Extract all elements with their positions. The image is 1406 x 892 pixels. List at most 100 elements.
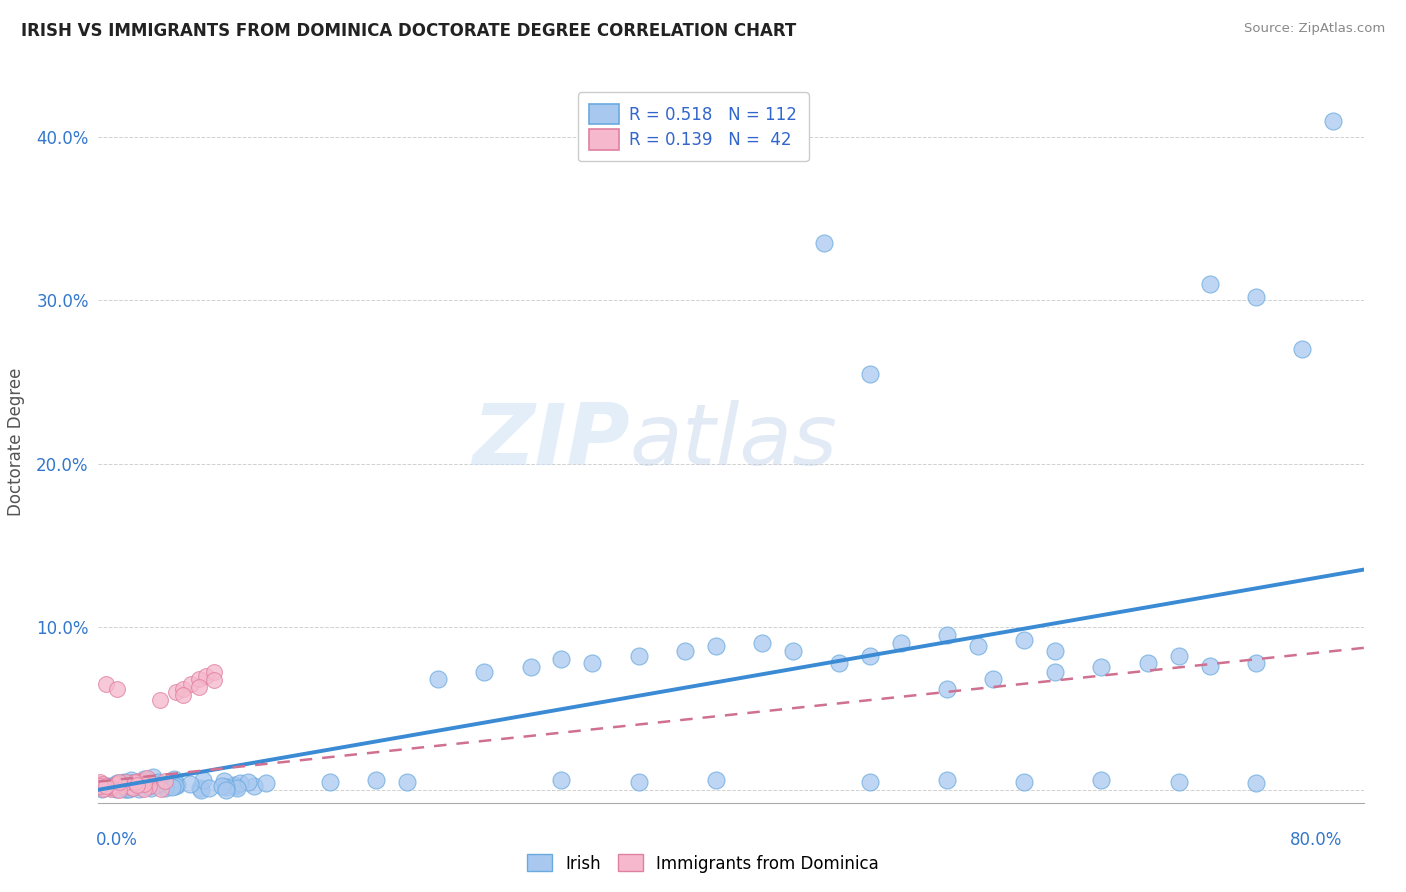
Point	[131, 780, 153, 794]
Point	[134, 775, 156, 789]
Point	[1167, 774, 1189, 789]
Point	[124, 778, 146, 792]
Point	[148, 774, 170, 789]
Point	[1322, 114, 1344, 128]
Point	[254, 776, 277, 790]
Point	[236, 775, 259, 789]
Point	[581, 656, 603, 670]
Point	[550, 652, 572, 666]
Point	[143, 778, 166, 792]
Point	[121, 775, 143, 789]
Point	[166, 779, 188, 793]
Point	[472, 665, 495, 680]
Point	[93, 780, 115, 794]
Point	[165, 685, 187, 699]
Point	[1014, 774, 1036, 789]
Point	[93, 780, 115, 794]
Point	[138, 779, 160, 793]
Point	[165, 779, 187, 793]
Point	[127, 777, 149, 791]
Point	[108, 777, 131, 791]
Point	[859, 774, 882, 789]
Point	[112, 777, 135, 791]
Point	[132, 782, 155, 797]
Point	[124, 780, 146, 794]
Point	[136, 771, 159, 785]
Point	[120, 772, 142, 787]
Point	[198, 781, 221, 796]
Point	[195, 668, 218, 682]
Point	[366, 772, 388, 787]
Point	[172, 681, 194, 696]
Point	[120, 776, 142, 790]
Point	[148, 778, 170, 792]
Point	[1136, 656, 1159, 670]
Point	[1043, 644, 1066, 658]
Point	[211, 779, 233, 793]
Point	[967, 639, 990, 653]
Point	[1244, 776, 1267, 790]
Point	[156, 779, 179, 793]
Y-axis label: Doctorate Degree: Doctorate Degree	[7, 368, 25, 516]
Point	[163, 775, 186, 789]
Point	[673, 644, 696, 658]
Legend: R = 0.518   N = 112, R = 0.139   N =  42: R = 0.518 N = 112, R = 0.139 N = 42	[578, 92, 808, 161]
Point	[118, 779, 141, 793]
Point	[121, 780, 143, 795]
Point	[105, 776, 128, 790]
Point	[115, 774, 138, 789]
Point	[214, 780, 236, 794]
Point	[222, 778, 245, 792]
Text: IRISH VS IMMIGRANTS FROM DOMINICA DOCTORATE DEGREE CORRELATION CHART: IRISH VS IMMIGRANTS FROM DOMINICA DOCTOR…	[21, 22, 796, 40]
Point	[229, 776, 252, 790]
Point	[859, 367, 882, 381]
Point	[627, 648, 650, 663]
Point	[105, 777, 128, 791]
Point	[138, 779, 160, 793]
Point	[132, 777, 155, 791]
Point	[1043, 665, 1066, 680]
Point	[160, 773, 183, 788]
Point	[187, 672, 209, 686]
Point	[134, 772, 156, 786]
Point	[135, 775, 157, 789]
Point	[215, 782, 238, 797]
Point	[936, 681, 959, 696]
Point	[111, 780, 134, 794]
Point	[1198, 658, 1220, 673]
Point	[319, 774, 342, 789]
Point	[152, 780, 174, 794]
Point	[396, 774, 419, 789]
Point	[120, 780, 142, 795]
Point	[162, 772, 184, 787]
Point	[111, 776, 134, 790]
Point	[89, 777, 111, 791]
Point	[1244, 656, 1267, 670]
Point	[139, 777, 162, 791]
Point	[134, 775, 156, 789]
Point	[91, 777, 114, 791]
Point	[1090, 772, 1112, 787]
Point	[94, 781, 117, 796]
Point	[117, 781, 139, 796]
Point	[1198, 277, 1220, 292]
Point	[97, 779, 120, 793]
Point	[115, 781, 138, 796]
Point	[108, 782, 131, 797]
Text: Source: ZipAtlas.com: Source: ZipAtlas.com	[1244, 22, 1385, 36]
Point	[704, 639, 727, 653]
Point	[704, 772, 727, 787]
Point	[150, 781, 173, 796]
Point	[127, 773, 149, 788]
Point	[426, 672, 449, 686]
Text: atlas: atlas	[630, 400, 838, 483]
Point	[1291, 343, 1313, 357]
Point	[100, 782, 122, 797]
Point	[91, 781, 114, 796]
Point	[165, 776, 187, 790]
Point	[936, 628, 959, 642]
Point	[225, 779, 247, 793]
Point	[160, 780, 183, 794]
Point	[202, 665, 225, 680]
Point	[98, 780, 121, 795]
